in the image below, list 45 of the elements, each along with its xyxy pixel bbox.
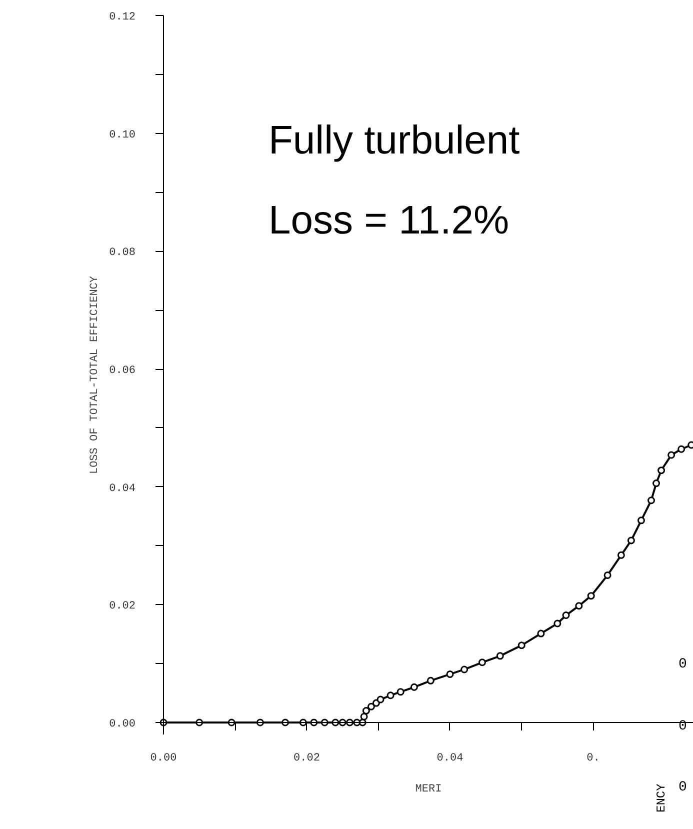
x-tick-label: 0.02 <box>294 752 320 764</box>
text: 0 <box>678 780 687 796</box>
y-tick-label: 0.12 <box>109 12 136 24</box>
point <box>668 451 676 459</box>
y-tick-label: 0.08 <box>109 247 136 260</box>
point <box>518 642 526 650</box>
x-axis-title: MERI <box>415 784 442 796</box>
point <box>396 688 404 696</box>
point <box>478 658 486 666</box>
point <box>460 666 468 674</box>
point <box>362 706 370 714</box>
point <box>658 466 666 474</box>
y-tick-label: 0.02 <box>109 600 136 613</box>
point <box>496 652 504 660</box>
y-tick-label: 0.04 <box>109 482 136 495</box>
point <box>637 516 645 524</box>
point <box>575 602 583 610</box>
point <box>678 445 686 453</box>
point <box>537 630 545 638</box>
point <box>652 480 660 488</box>
y-tick-label: 0.10 <box>109 129 136 142</box>
y-tick-label: 0.00 <box>109 718 136 730</box>
point <box>446 670 454 678</box>
point <box>426 676 434 684</box>
point <box>604 571 612 579</box>
annotation: 0 <box>678 656 687 672</box>
point <box>410 683 418 691</box>
point <box>386 692 394 700</box>
point <box>360 712 368 720</box>
point <box>376 696 384 704</box>
point <box>587 592 595 600</box>
x-tick-label: 0. <box>586 752 600 764</box>
x-tick-label: 0.00 <box>150 752 177 764</box>
point <box>367 702 375 710</box>
point <box>554 620 562 628</box>
y-tick-label: 0.06 <box>109 365 136 377</box>
point <box>562 612 570 620</box>
point <box>647 496 655 504</box>
annotation: Loss = 11.2% <box>268 198 510 242</box>
point <box>627 536 635 544</box>
point <box>617 551 625 559</box>
y-axis-title: LOSS OF TOTAL-TOTAL EFFICIENCY <box>89 276 102 474</box>
text: ENCY <box>654 784 668 812</box>
annotation: Fully turbulent <box>268 118 520 162</box>
x-tick-label: 0.04 <box>436 752 464 764</box>
